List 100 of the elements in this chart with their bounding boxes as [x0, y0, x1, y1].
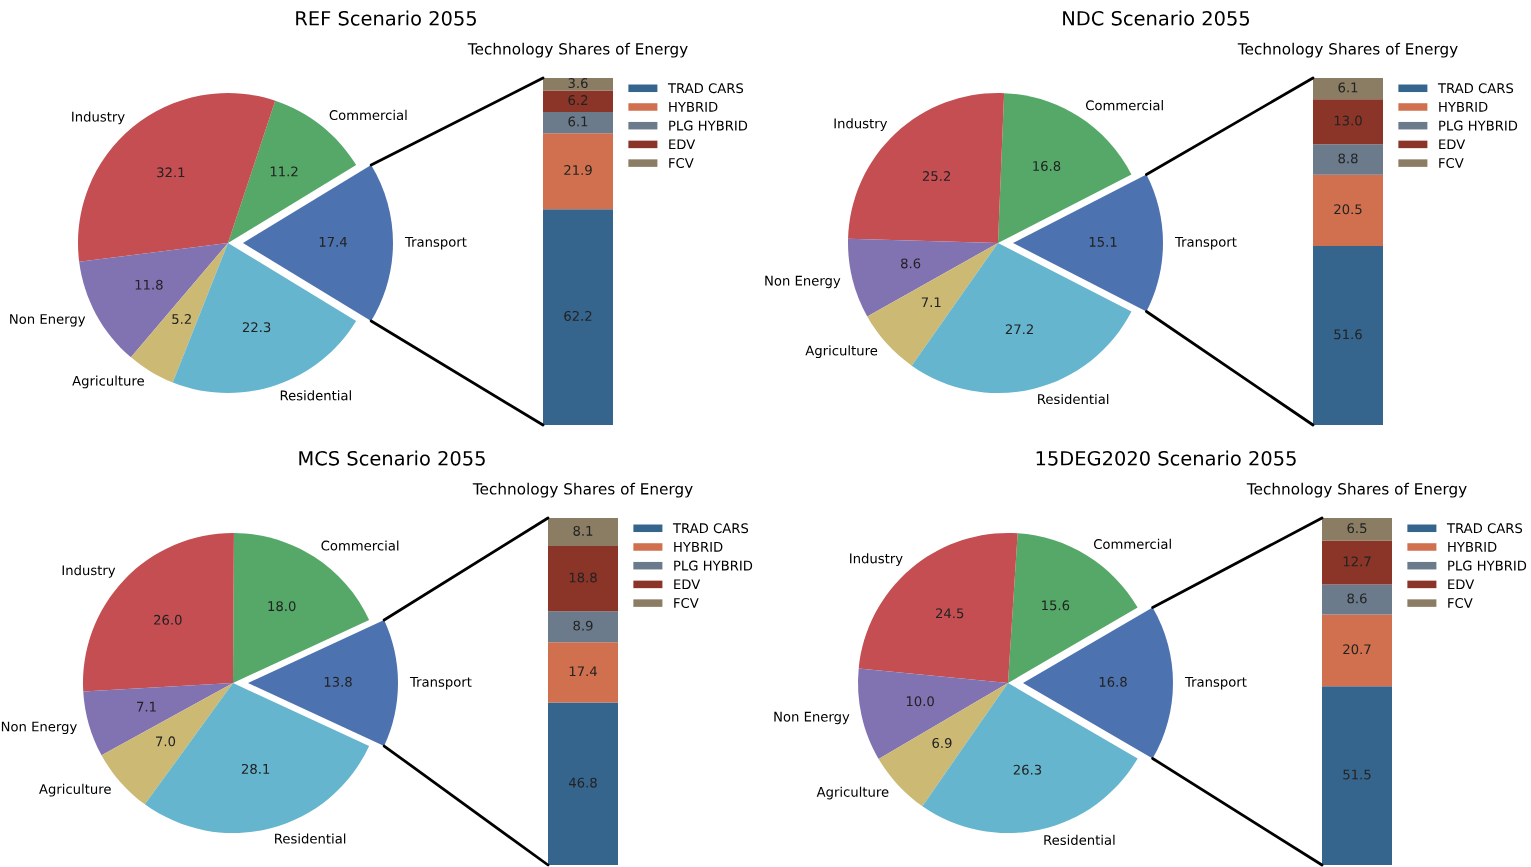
data-label: 6.1 [568, 116, 588, 127]
data-label: 12.7 [1343, 556, 1371, 567]
slice-label: Agriculture [805, 345, 878, 359]
slice-label: Residential [1044, 834, 1115, 845]
data-label: 28.1 [241, 763, 270, 774]
legend-label: PLG HYBRID [669, 120, 748, 131]
bar [548, 518, 618, 547]
slice-label: Residential [275, 833, 346, 844]
chart-title: MCS Scenario 2055 [299, 450, 485, 466]
slice-label: Industry [850, 553, 903, 566]
legend-label: FCV [1439, 158, 1464, 168]
legend-label: FCV [1448, 598, 1473, 608]
chart-title: 15DEG2020 Scenario 2055 [1036, 450, 1296, 466]
data-label: 8.1 [573, 525, 593, 536]
slice-label: Industry [62, 564, 116, 578]
bar [1313, 144, 1383, 175]
data-label: 20.5 [1334, 204, 1362, 215]
data-label: 26.3 [1013, 764, 1042, 775]
data-label: 24.5 [935, 608, 964, 619]
slice-label: Commercial [329, 109, 407, 121]
data-label: 16.8 [1099, 676, 1127, 687]
data-label: 17.4 [569, 666, 597, 677]
bar [1322, 686, 1392, 865]
chart-title: REF Scenario 2055 [296, 10, 476, 26]
slice-label: Industry [72, 111, 125, 125]
legend-label: FCV [669, 158, 694, 168]
bar [548, 642, 618, 703]
slice-label: Industry [834, 118, 888, 131]
legend-label: TRAD CARS [667, 83, 744, 94]
data-label: 15.6 [1042, 600, 1070, 611]
legend-label: PLG HYBRID [1439, 120, 1518, 131]
data-label: 27.2 [1005, 324, 1033, 335]
slice-label: Transport [404, 237, 467, 250]
data-label: 6.2 [568, 95, 588, 106]
bar [1313, 78, 1383, 100]
legend-label: HYBRID [669, 102, 718, 112]
data-label: 17.4 [319, 237, 347, 247]
legend-label: HYBRID [1448, 542, 1497, 552]
data-label: 51.5 [1343, 769, 1371, 780]
bar [548, 702, 618, 865]
legend-label: FCV [674, 598, 699, 608]
data-label: 13.8 [324, 676, 352, 687]
data-label: 8.8 [1338, 153, 1358, 164]
data-label: 10.0 [906, 696, 934, 707]
slice-label: Non Energy [774, 711, 850, 725]
chart-title: Technology Shares of Energy [467, 42, 688, 58]
data-label: 7.1 [921, 297, 941, 307]
legend-label: EDV [1439, 139, 1466, 150]
bar [1322, 540, 1392, 585]
slice-label: Non Energy [1, 721, 77, 735]
data-label: 32.1 [157, 167, 185, 178]
bar [543, 133, 613, 210]
bar [543, 209, 613, 425]
chart-title: Technology Shares of Energy [1237, 42, 1458, 58]
data-label: 13.0 [1334, 115, 1362, 126]
bar [1313, 245, 1383, 425]
data-label: 11.2 [270, 166, 298, 177]
slice-label: Commercial [1093, 538, 1171, 550]
legend-label: EDV [1448, 579, 1475, 590]
bar [543, 78, 613, 91]
data-label: 20.7 [1343, 644, 1371, 655]
slice-label: Non Energy [10, 314, 86, 327]
slice-label: Commercial [1085, 100, 1163, 111]
slice-label: Agriculture [816, 786, 889, 800]
legend-label: TRAD CARS [1437, 83, 1514, 94]
data-label: 8.9 [573, 620, 593, 631]
data-label: 16.8 [1033, 161, 1061, 171]
legend-label: HYBRID [1439, 102, 1488, 112]
data-label: 6.5 [1347, 523, 1367, 534]
legend-label: TRAD CARS [672, 523, 749, 534]
data-label: 7.1 [137, 701, 156, 712]
bar [1322, 614, 1392, 687]
legend-label: EDV [674, 579, 701, 590]
legend-label: PLG HYBRID [1448, 560, 1527, 571]
bar [548, 546, 618, 612]
bar [543, 112, 613, 134]
data-label: 8.6 [901, 258, 921, 269]
data-label: 6.9 [932, 737, 952, 748]
slice-label: Transport [1174, 237, 1237, 250]
data-label: 15.1 [1089, 237, 1117, 247]
bar [1313, 174, 1383, 246]
data-label: 3.6 [568, 78, 588, 89]
slice-label: Commercial [321, 540, 399, 551]
slice-label: Agriculture [72, 375, 144, 389]
data-label: 8.6 [1347, 593, 1367, 604]
slice-label: Residential [280, 390, 351, 401]
bar [1322, 584, 1392, 615]
data-label: 7.0 [156, 736, 176, 747]
legend-label: HYBRID [674, 542, 723, 552]
chart-title: Technology Shares of Energy [1246, 482, 1467, 498]
data-label: 18.8 [569, 572, 597, 583]
slice-label: Residential [1038, 393, 1109, 405]
data-label: 21.9 [564, 165, 592, 175]
legend-label: EDV [669, 139, 696, 150]
legend-label: PLG HYBRID [674, 560, 753, 571]
data-label: 46.8 [568, 777, 597, 788]
data-label: 22.3 [242, 322, 271, 333]
data-label: 6.1 [1338, 82, 1358, 93]
slice-label: Agriculture [39, 783, 111, 797]
data-label: 11.8 [135, 279, 163, 290]
